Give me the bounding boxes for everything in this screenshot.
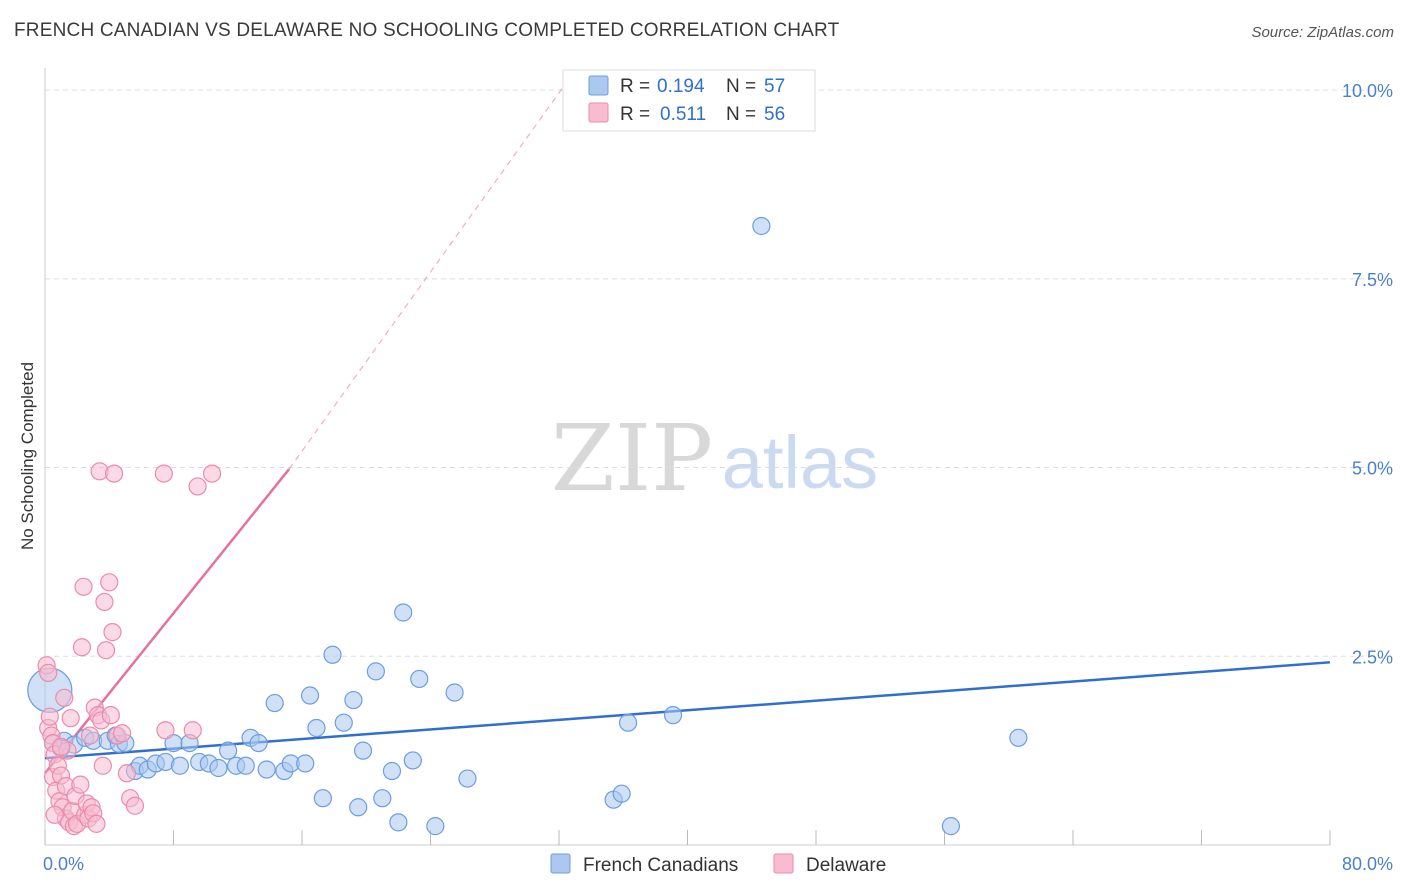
- point-french-canadians-30: [296, 754, 315, 773]
- legend-r-label-pink: R =: [620, 104, 650, 125]
- point-delaware-45: [112, 724, 132, 743]
- point-french-canadians-38: [353, 741, 373, 760]
- legend-r-value-pink: 0.511: [660, 104, 706, 125]
- y-tick-label-0: 2.5%: [1352, 647, 1393, 667]
- point-french-canadians-53: [752, 216, 771, 236]
- point-delaware-13: [55, 688, 74, 707]
- point-delaware-48: [125, 796, 145, 815]
- watermark: ZIP atlas: [551, 405, 878, 512]
- point-french-canadians-21: [219, 741, 238, 760]
- y-tick-label-1: 5.0%: [1352, 459, 1393, 479]
- x-tick-label-min: 0.0%: [43, 854, 84, 874]
- legend-swatch-pink: [588, 102, 609, 123]
- point-french-canadians-36: [344, 690, 363, 710]
- trend-line-french-canadians: [44, 661, 1331, 760]
- point-french-canadians-16: [170, 756, 190, 775]
- point-delaware-41: [101, 706, 120, 725]
- point-french-canadians-27: [265, 693, 284, 713]
- point-french-canadians-52: [663, 706, 683, 725]
- point-french-canadians-47: [445, 683, 464, 702]
- point-delaware-43: [104, 464, 124, 483]
- chart-source: Source: ZipAtlas.com: [1251, 24, 1394, 41]
- point-delaware-1: [39, 663, 58, 682]
- point-french-canadians-23: [236, 756, 255, 775]
- chart-title: FRENCH CANADIAN VS DELAWARE NO SCHOOLING…: [14, 20, 840, 41]
- point-french-canadians-40: [373, 789, 392, 808]
- point-french-canadians-26: [257, 760, 276, 779]
- point-french-canadians-35: [334, 713, 353, 732]
- y-tick-label-3: 10.0%: [1342, 81, 1393, 101]
- point-delaware-24: [72, 638, 92, 657]
- point-french-canadians-20: [209, 758, 228, 778]
- point-delaware-29: [80, 726, 100, 745]
- watermark-atlas: atlas: [722, 421, 878, 504]
- trend-line-delaware-extension: [288, 74, 573, 470]
- point-delaware-51: [183, 721, 202, 740]
- legend-n-value-blue: 57: [764, 76, 785, 97]
- legend-r-label-blue: R =: [620, 76, 650, 97]
- watermark-zip: ZIP: [551, 405, 713, 512]
- point-french-canadians-31: [300, 686, 320, 705]
- point-french-canadians-37: [349, 798, 368, 817]
- point-delaware-53: [202, 464, 222, 483]
- point-french-canadians-54: [941, 817, 961, 836]
- point-delaware-3: [40, 707, 59, 726]
- point-delaware-55: [45, 805, 64, 824]
- point-delaware-46: [117, 764, 137, 783]
- point-delaware-52: [188, 477, 207, 496]
- point-delaware-23: [71, 775, 90, 794]
- legend: R = 0.194 N = 57 R = 0.511 N = 56: [562, 69, 816, 132]
- point-delaware-40: [100, 573, 119, 592]
- x-tick-label-max: 80.0%: [1342, 854, 1393, 874]
- point-french-canadians-44: [403, 751, 422, 770]
- point-french-canadians-48: [458, 769, 477, 788]
- legend-n-label-pink: N =: [726, 104, 756, 125]
- point-french-canadians-41: [382, 761, 402, 781]
- point-french-canadians-42: [389, 813, 408, 832]
- legend-r-value-blue: 0.194: [657, 76, 705, 97]
- legend-swatch-blue: [588, 75, 609, 96]
- point-french-canadians-39: [366, 662, 385, 681]
- point-delaware-49: [154, 464, 173, 483]
- point-delaware-54: [51, 737, 71, 756]
- point-french-canadians-34: [323, 645, 342, 664]
- point-delaware-37: [93, 756, 112, 775]
- point-delaware-42: [103, 623, 122, 642]
- point-delaware-38: [95, 592, 114, 612]
- point-french-canadians-33: [313, 789, 332, 808]
- tick-labels: 2.5% 5.0% 7.5% 10.0% 0.0% 80.0%: [43, 81, 1393, 874]
- point-delaware-50: [156, 721, 175, 740]
- point-french-canadians-51: [618, 713, 638, 732]
- point-french-canadians-25: [249, 733, 268, 753]
- point-french-canadians-55: [1009, 728, 1028, 747]
- point-french-canadians-46: [426, 817, 445, 836]
- bottom-legend-swatch-blue: [550, 853, 571, 874]
- data-points: [27, 216, 1028, 836]
- y-tick-label-2: 7.5%: [1352, 270, 1393, 290]
- bottom-legend-label-blue: French Canadians: [583, 855, 738, 876]
- trend-line-delaware: [44, 468, 291, 775]
- point-french-canadians-32: [307, 718, 326, 738]
- legend-n-label-blue: N =: [726, 76, 756, 97]
- point-delaware-33: [87, 814, 106, 833]
- point-delaware-18: [61, 709, 80, 728]
- bottom-legend-swatch-pink: [773, 853, 794, 874]
- point-french-canadians-43: [394, 603, 413, 622]
- bottom-legend: French Canadians Delaware: [550, 853, 886, 876]
- gridlines: [45, 89, 1370, 657]
- point-delaware-25: [74, 577, 93, 596]
- point-french-canadians-50: [612, 784, 631, 803]
- point-french-canadians-45: [410, 669, 429, 689]
- legend-n-value-pink: 56: [764, 104, 785, 125]
- bottom-legend-label-pink: Delaware: [806, 855, 886, 876]
- point-delaware-39: [96, 641, 116, 660]
